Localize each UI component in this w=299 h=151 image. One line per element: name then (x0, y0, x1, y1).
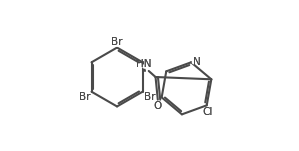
Text: HN: HN (136, 59, 152, 69)
Text: Br: Br (111, 37, 123, 47)
Text: Cl: Cl (202, 107, 213, 117)
Ellipse shape (114, 43, 120, 46)
Ellipse shape (205, 108, 208, 111)
Text: Cl: Cl (202, 107, 213, 117)
Ellipse shape (156, 103, 159, 106)
Text: Br: Br (144, 92, 155, 103)
Text: Br: Br (111, 37, 123, 47)
Ellipse shape (147, 92, 152, 95)
Ellipse shape (193, 61, 195, 64)
Text: Br: Br (79, 92, 90, 103)
Text: HN: HN (136, 59, 152, 69)
Ellipse shape (143, 65, 147, 68)
Text: Br: Br (144, 92, 155, 103)
Text: N: N (193, 57, 200, 67)
Text: N: N (193, 57, 200, 67)
Text: O: O (154, 101, 162, 111)
Text: Br: Br (79, 92, 90, 103)
Text: O: O (154, 101, 162, 111)
Ellipse shape (82, 92, 88, 95)
